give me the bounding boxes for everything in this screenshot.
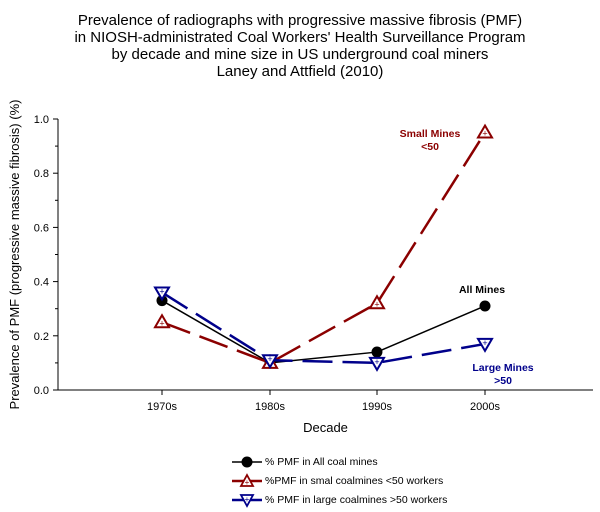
annotation-large: Large Mines — [472, 362, 533, 374]
point-all — [371, 346, 383, 358]
annotation-small: <50 — [421, 141, 439, 153]
point-small — [368, 294, 386, 310]
point-small — [153, 313, 171, 329]
point-mark-small: + — [482, 129, 487, 139]
legend-swatch-all — [232, 456, 262, 467]
point-large — [261, 354, 279, 370]
x-tick-label: 1980s — [255, 401, 285, 413]
title-line: Prevalence of radiographs with progressi… — [77, 12, 523, 29]
annotation-small: Small Mines — [400, 128, 461, 140]
legend-item-small: + %PMF in smal coalmines <50 workers — [232, 471, 447, 490]
legend-swatch-large: + — [232, 493, 262, 508]
legend-swatch-small: + — [232, 472, 262, 487]
point-large — [476, 337, 494, 353]
legend-label-large: % PMF in large coalmines >50 workers — [265, 493, 448, 506]
y-tick-label: 0.8 — [34, 168, 49, 180]
legend-label-all: % PMF in All coal mines — [265, 455, 378, 468]
series-line-all — [161, 299, 486, 364]
point-mark-large: + — [267, 354, 272, 364]
y-tick-label: 1.0 — [34, 114, 49, 126]
point-mark-small: + — [159, 318, 164, 328]
point-large — [153, 286, 171, 302]
point-mark-large: + — [482, 338, 487, 348]
title-line: Laney and Attfield (2010) — [216, 63, 384, 80]
legend-item-all: % PMF in All coal mines — [232, 452, 447, 471]
svg-text:+: + — [245, 478, 250, 487]
annotation-large: >50 — [494, 375, 512, 387]
chart-area: 0.0 0.2 0.4 0.6 0.8 1.0 1970s 1980s 1990s 2000s De… — [7, 100, 593, 435]
chart-title: Prevalence of radiographs with progressi… — [0, 12, 600, 80]
x-tick-label: 1990s — [362, 401, 392, 413]
svg-text:+: + — [245, 495, 250, 504]
legend-item-large: + % PMF in large coalmines >50 workers — [232, 490, 447, 509]
y-tick-label: 0.6 — [34, 222, 49, 234]
annotation-all: All Mines — [459, 284, 505, 296]
y-tick-label: 0.4 — [34, 277, 49, 289]
point-mark-large: + — [374, 357, 379, 367]
point-mark-small: + — [374, 299, 379, 309]
x-tick-label: 1970s — [147, 401, 177, 413]
legend: % PMF in All coal mines + %PMF in smal c… — [232, 452, 447, 509]
y-axis-label: Prevalence of PMF (progressive massive f… — [7, 100, 22, 410]
point-mark-large: + — [159, 286, 164, 296]
x-axis-label: Decade — [303, 420, 348, 435]
y-tick-label: 0.2 — [34, 331, 49, 343]
title-line: in NIOSH-administrated Coal Workers' Hea… — [74, 29, 526, 46]
y-tick-label: 0.0 — [34, 385, 49, 397]
x-tick-label: 2000s — [470, 401, 500, 413]
point-large — [368, 356, 386, 372]
point-all — [479, 300, 491, 312]
title-line: by decade and mine size in US undergroun… — [111, 46, 489, 63]
point-small — [476, 123, 494, 139]
legend-label-small: %PMF in smal coalmines <50 workers — [265, 474, 444, 487]
series-line-small — [161, 131, 487, 365]
series-line-large — [161, 291, 486, 365]
